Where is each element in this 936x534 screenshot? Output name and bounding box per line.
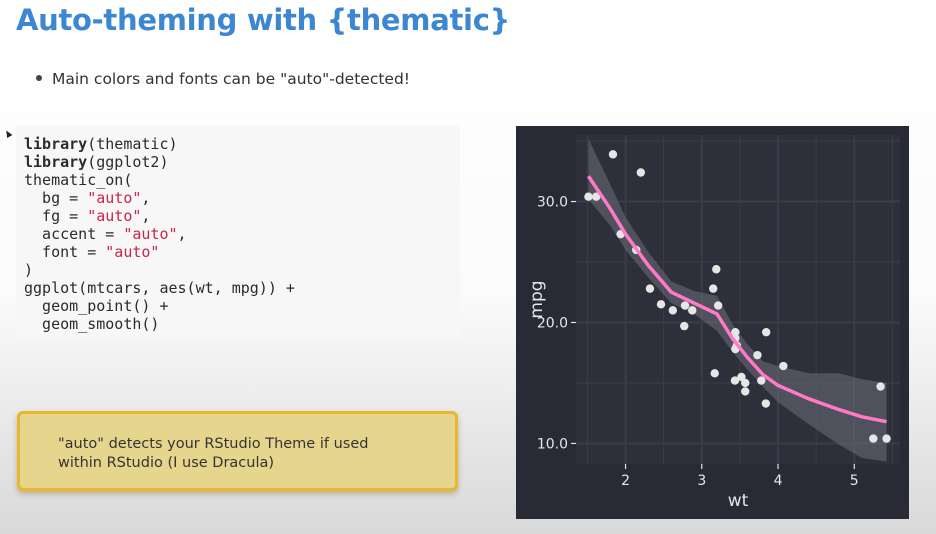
callout-text: "auto" detects your RStudio Theme if use… — [58, 435, 438, 473]
data-point — [709, 284, 718, 293]
y-axis-label: mpg — [527, 280, 547, 318]
data-point — [753, 350, 762, 360]
data-point — [584, 192, 593, 201]
data-point — [741, 378, 750, 388]
code-keyword: library — [24, 135, 88, 153]
y-tick-label: 10.0 — [537, 436, 568, 452]
code-line: fg = "auto", — [24, 207, 150, 225]
code-token: , — [177, 225, 187, 243]
code-line: ) — [24, 261, 33, 279]
x-tick-label: 2 — [621, 473, 630, 489]
data-point — [592, 192, 601, 201]
code-token: fg = — [24, 207, 88, 225]
code-keyword: library — [24, 153, 88, 171]
code-line: accent = "auto", — [24, 225, 187, 243]
callout-line-1: "auto" detects your RStudio Theme if use… — [58, 436, 369, 452]
code-token: (thematic) — [87, 135, 178, 153]
code-token: ggplot(mtcars, aes(wt, mpg)) + — [24, 279, 295, 297]
code-token: , — [141, 189, 151, 207]
code-token: accent = — [24, 225, 124, 243]
data-point — [762, 327, 771, 337]
x-tick-label: 4 — [774, 473, 783, 489]
data-point — [636, 168, 645, 177]
code-string: "auto" — [87, 189, 142, 207]
code-line: bg = "auto", — [24, 189, 150, 207]
x-tick-label: 5 — [850, 473, 859, 489]
mouse-cursor-icon — [3, 128, 13, 139]
data-point — [656, 300, 666, 309]
data-point — [645, 284, 655, 293]
data-point — [713, 301, 723, 310]
x-axis-label: wt — [728, 491, 749, 511]
code-token: ) — [24, 261, 34, 279]
data-point — [688, 306, 697, 315]
code-line: library(thematic) — [24, 135, 178, 153]
code-token: bg = — [24, 189, 88, 207]
data-point — [680, 321, 689, 331]
data-point — [741, 387, 750, 396]
code-string: "auto" — [87, 207, 142, 225]
bullet-dot — [36, 74, 42, 81]
data-point — [876, 382, 885, 391]
data-point — [779, 361, 788, 371]
data-point — [761, 399, 771, 408]
data-point — [680, 301, 690, 310]
code-token: (ggplot2) — [87, 153, 169, 171]
callout-box: "auto" detects your RStudio Theme if use… — [17, 411, 458, 491]
code-token: thematic_on( — [24, 171, 133, 189]
scatter-plot: 10.0 20.0 30.0 2 3 4 5 wt mpg — [516, 126, 909, 519]
slide-title: Auto-theming with {thematic} — [16, 3, 510, 37]
data-point — [712, 265, 721, 274]
code-line: ggplot(mtcars, aes(wt, mpg)) + — [24, 279, 295, 297]
bullet-text: Main colors and fonts can be "auto"-dete… — [52, 70, 411, 88]
data-point — [668, 306, 678, 315]
data-point — [731, 327, 740, 337]
data-point — [730, 376, 740, 385]
code-token: , — [141, 207, 151, 225]
code-line: geom_point() + — [24, 297, 169, 315]
code-string: "auto" — [123, 225, 178, 243]
data-point — [608, 150, 618, 159]
data-point — [869, 434, 878, 443]
y-tick-label: 20.0 — [537, 315, 568, 331]
code-token: geom_point() + — [24, 297, 169, 315]
code-line: thematic_on( — [24, 171, 132, 189]
code-line: font = "auto" — [24, 243, 159, 261]
data-point — [757, 376, 766, 385]
code-line: library(ggplot2) — [24, 153, 169, 171]
data-point — [710, 369, 719, 378]
code-string: "auto" — [105, 243, 160, 261]
code-block: library(thematic) library(ggplot2) themati… — [16, 126, 460, 340]
callout-line-2: within RStudio (I use Dracula) — [58, 455, 275, 471]
code-token: geom_smooth() — [24, 315, 160, 333]
data-point — [882, 434, 891, 443]
bullet-item: Main colors and fonts can be "auto"-dete… — [36, 70, 410, 88]
y-tick-label: 30.0 — [537, 195, 568, 211]
x-tick-label: 3 — [697, 473, 706, 489]
data-point — [737, 372, 746, 382]
plot-svg: 10.0 20.0 30.0 2 3 4 5 wt mpg — [527, 135, 900, 511]
smooth-line — [586, 175, 887, 424]
smooth-confidence-band — [588, 138, 887, 462]
code-line: geom_smooth() — [24, 315, 159, 333]
code-token: font = — [24, 243, 106, 261]
